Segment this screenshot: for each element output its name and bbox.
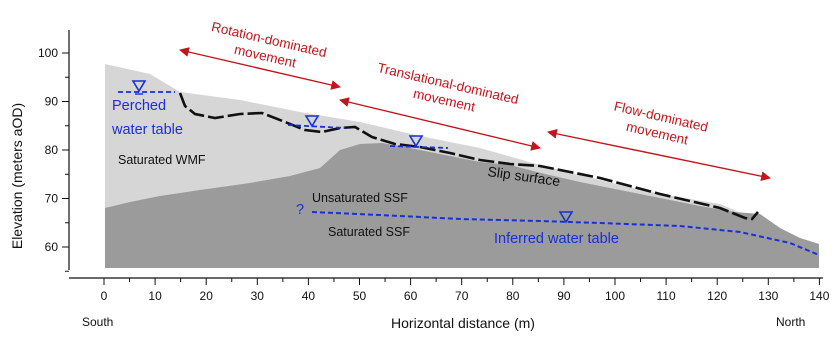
- x-tick-label: 130: [758, 289, 778, 303]
- y-tick-label: 90: [45, 95, 59, 109]
- x-axis-ticks: 0 10 20 30 40 50 60 70 80 90 100 110 120 130 140: [101, 278, 830, 303]
- x-tick-label: 40: [302, 289, 316, 303]
- perched-water-table-label-line1: Perched: [112, 98, 166, 114]
- x-tick-label: 80: [506, 289, 520, 303]
- y-tick-label: 70: [45, 192, 59, 206]
- inferred-water-table-line: [311, 211, 820, 256]
- y-axis-ticks: 60 70 80 90 100: [38, 46, 69, 272]
- perched-water-table-line-2: [287, 124, 346, 129]
- x-axis-title: Horizontal distance (m): [391, 315, 535, 331]
- x-tick-label: 60: [404, 289, 418, 303]
- rotation-movement-arrow: [179, 47, 341, 90]
- y-tick-label: 80: [45, 143, 59, 157]
- x-tick-label: 70: [455, 289, 469, 303]
- unsaturated-ssf-label: Unsaturated SSF: [312, 191, 408, 205]
- north-label: North: [776, 315, 805, 329]
- inferred-water-table-label: Inferred water table: [494, 231, 619, 247]
- x-tick-label: 100: [605, 289, 625, 303]
- x-tick-label: 0: [101, 289, 108, 303]
- rotation-movement-label: Rotation-dominated movement: [210, 19, 328, 71]
- flow-movement-arrow: [547, 128, 771, 182]
- x-tick-label: 90: [557, 289, 571, 303]
- saturated-wmf-label: Saturated WMF: [118, 153, 206, 167]
- x-tick-label: 10: [148, 289, 162, 303]
- x-tick-label: 20: [200, 289, 214, 303]
- saturated-ssf-label: Saturated SSF: [328, 225, 410, 239]
- flow-movement-label: Flow-dominated movement: [613, 99, 710, 148]
- water-table-triangle-icon: [558, 211, 574, 224]
- water-table-triangle-icon: [131, 80, 147, 93]
- y-tick-label: 100: [38, 46, 58, 60]
- x-tick-label: 50: [353, 289, 367, 303]
- translation-movement-label: Translational-dominated movement: [376, 60, 520, 115]
- south-label: South: [82, 315, 113, 329]
- y-axis-title: Elevation (meters aOD): [9, 103, 25, 249]
- unknown-water-table-mark: ?: [296, 202, 304, 218]
- x-tick-label: 30: [251, 289, 265, 303]
- x-tick-label: 110: [657, 289, 676, 303]
- translation-movement-arrow: [339, 97, 541, 151]
- y-tick-label: 60: [45, 240, 59, 254]
- x-tick-label: 140: [809, 289, 829, 303]
- water-table-triangle-icon: [304, 115, 320, 128]
- perched-water-table-label-line2: water table: [111, 122, 183, 138]
- x-tick-label: 120: [707, 289, 727, 303]
- ssf-layer: [105, 143, 819, 268]
